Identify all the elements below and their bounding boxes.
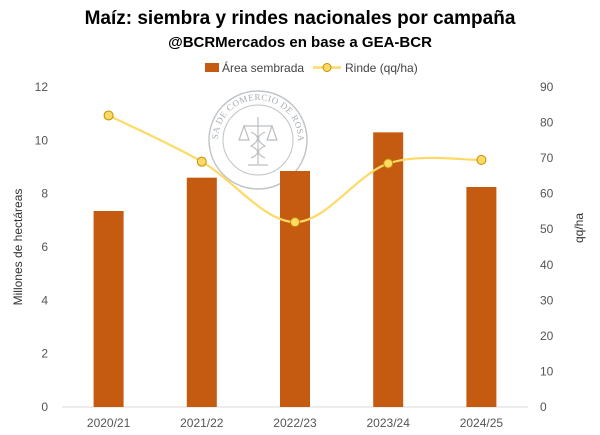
y-axis-left: 0 2 4 6 8 10 12 <box>35 80 49 414</box>
legend-marker-rinde <box>322 63 332 72</box>
legend: Área sembrada Rinde (qq/ha) <box>205 60 418 75</box>
chart-title: Maíz: siembra y rindes nacionales por ca… <box>85 8 516 29</box>
chart-subtitle: @BCRMercados en base a GEA-BCR <box>168 34 432 51</box>
rinde-point-2024-25 <box>476 154 487 165</box>
x-axis: 2020/21 2021/22 2022/23 2023/24 2024/25 <box>87 416 504 430</box>
x-tick-label: 2023/24 <box>367 416 411 430</box>
legend-label-rinde: Rinde (qq/ha) <box>345 61 418 75</box>
y-right-tick-label: 30 <box>540 293 554 307</box>
rinde-point-2020-21 <box>103 110 114 121</box>
bar-2020-21 <box>93 211 124 407</box>
x-tick-label: 2021/22 <box>180 416 224 430</box>
y-left-tick-label: 6 <box>41 240 48 254</box>
y-left-tick-label: 12 <box>35 80 49 94</box>
y-right-tick-label: 10 <box>540 364 554 378</box>
y-left-tick-label: 10 <box>35 133 49 147</box>
watermark-emblem-icon <box>238 117 278 166</box>
x-tick-label: 2022/23 <box>273 416 317 430</box>
x-tick-label: 2024/25 <box>460 416 504 430</box>
y-axis-left-label: Millones de hectáreas <box>11 189 25 306</box>
rinde-point-2023-24 <box>383 158 394 169</box>
bar-2021-22 <box>186 177 217 407</box>
y-left-tick-label: 0 <box>41 400 48 414</box>
y-left-tick-label: 8 <box>41 187 48 201</box>
y-left-tick-label: 4 <box>41 293 48 307</box>
y-right-tick-label: 70 <box>540 151 554 165</box>
y-right-tick-label: 90 <box>540 80 554 94</box>
y-axis-right-label: qq/ha <box>572 213 586 243</box>
x-tick-label: 2020/21 <box>87 416 131 430</box>
legend-swatch-area <box>205 63 219 72</box>
y-right-tick-label: 40 <box>540 258 554 272</box>
legend-label-area: Área sembrada <box>222 60 304 75</box>
rinde-point-2021-22 <box>196 156 207 167</box>
bar-2024-25 <box>466 187 497 407</box>
rinde-point-2022-23 <box>290 217 300 228</box>
y-left-tick-label: 2 <box>41 347 48 361</box>
watermark-outer-ring <box>208 90 308 190</box>
y-axis-right: 0 10 20 30 40 50 60 70 80 90 <box>540 80 554 414</box>
y-right-tick-label: 20 <box>540 329 554 343</box>
watermark-inner-ring <box>222 104 294 176</box>
y-right-tick-label: 80 <box>540 116 554 130</box>
bar-2022-23 <box>280 171 310 407</box>
y-right-tick-label: 0 <box>540 400 547 414</box>
y-right-tick-label: 60 <box>540 187 554 201</box>
bar-2023-24 <box>373 132 404 408</box>
bar-series-area <box>93 132 497 408</box>
y-right-tick-label: 50 <box>540 222 554 236</box>
line-series-rinde <box>103 110 487 228</box>
